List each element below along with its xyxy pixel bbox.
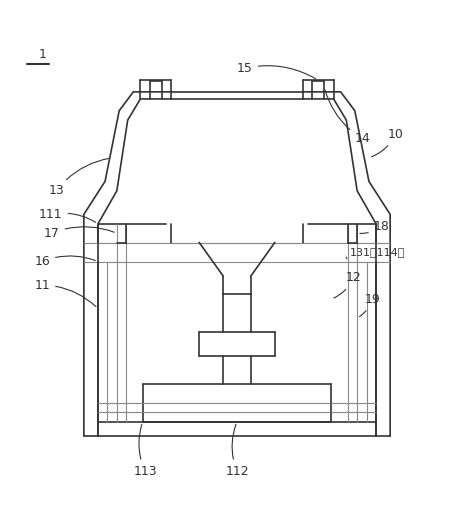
Text: 111: 111: [39, 208, 96, 222]
Text: 131（114）: 131（114）: [350, 247, 405, 257]
Text: 12: 12: [334, 271, 361, 298]
Text: 13: 13: [48, 158, 109, 197]
Text: 15: 15: [237, 62, 316, 78]
Text: 112: 112: [225, 424, 249, 477]
Text: 14: 14: [325, 90, 371, 145]
Text: 113: 113: [133, 424, 157, 477]
Text: 11: 11: [35, 279, 96, 306]
Text: 10: 10: [372, 128, 404, 157]
Text: 16: 16: [35, 255, 95, 268]
Text: 17: 17: [44, 226, 114, 240]
Text: 19: 19: [359, 293, 380, 316]
Text: 18: 18: [360, 220, 390, 233]
Text: 1: 1: [39, 48, 47, 61]
